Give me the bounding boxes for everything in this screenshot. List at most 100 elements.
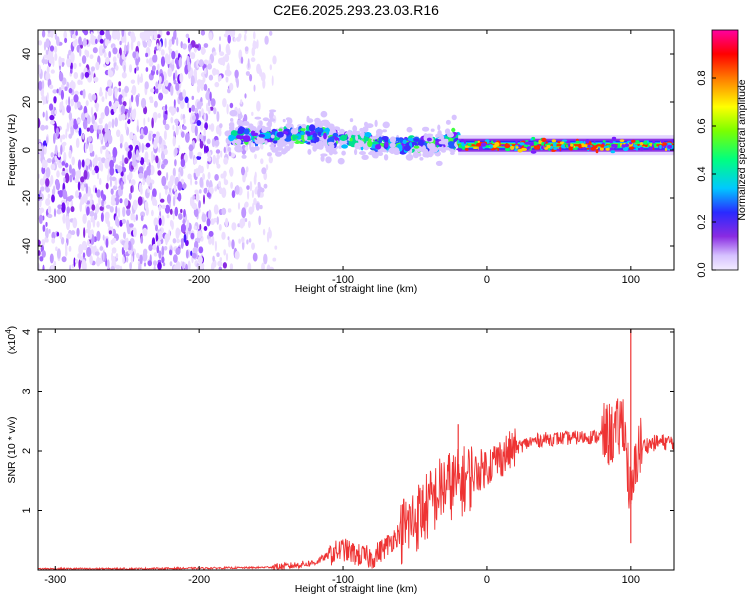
heatmap-cell [212, 67, 217, 76]
heatmap-cell [117, 207, 121, 218]
heatmap-cell [160, 56, 166, 67]
heatmap-cell [153, 265, 156, 270]
heatmap-cell [41, 166, 46, 175]
heatmap-cell [74, 90, 79, 96]
heatmap-cell [253, 31, 256, 40]
heatmap-cell [99, 206, 104, 211]
heatmap-cell [53, 260, 57, 268]
heatmap-cell [221, 56, 226, 66]
heatmap-cell [253, 197, 257, 206]
heatmap-cell [54, 32, 58, 40]
heatmap-cell [54, 155, 58, 161]
heatmap-cell [218, 129, 222, 137]
y-tick-label: 4 [21, 329, 33, 335]
heatmap-cell [163, 113, 168, 121]
heatmap-cell [49, 253, 54, 264]
heatmap-cell [104, 105, 110, 117]
heatmap-cell [86, 127, 90, 132]
heatmap-cell [249, 126, 257, 132]
heatmap-cell [163, 185, 169, 190]
heatmap-cell [572, 147, 578, 150]
heatmap-cell [371, 135, 379, 140]
heatmap-cell [153, 30, 158, 40]
heatmap-cell [124, 157, 129, 165]
heatmap-cell [73, 62, 77, 70]
heatmap-cell [256, 100, 261, 112]
heatmap-cell [143, 248, 148, 256]
heatmap-cell [437, 124, 441, 131]
heatmap-cell [76, 227, 80, 237]
heatmap-cell [220, 173, 225, 179]
heatmap-cell [46, 92, 49, 101]
heatmap-cell [115, 253, 119, 259]
heatmap-cell [150, 88, 155, 93]
heatmap-cell [249, 181, 253, 192]
heatmap-cell [261, 73, 265, 80]
snr-y-axis-label: SNR (10 * v/v) [6, 416, 18, 483]
heatmap-cell [55, 246, 58, 252]
heatmap-cell [349, 137, 353, 142]
heatmap-cell [157, 262, 162, 270]
heatmap-cell [169, 249, 173, 256]
heatmap-cell [157, 170, 162, 176]
heatmap-cell [146, 165, 151, 177]
heatmap-cell [374, 119, 378, 127]
heatmap-cell [108, 100, 112, 107]
heatmap-cell [157, 161, 161, 169]
heatmap-cell [51, 231, 56, 240]
heatmap-cell [98, 117, 103, 125]
heatmap-cell [56, 88, 59, 94]
heatmap-cell [82, 213, 87, 224]
heatmap-cell [203, 194, 205, 205]
heatmap-cell [156, 239, 161, 247]
heatmap-cell [60, 237, 65, 245]
heatmap-cell [227, 236, 230, 241]
heatmap-cell [145, 205, 149, 216]
heatmap-cell [108, 51, 112, 58]
heatmap-cell [611, 136, 617, 141]
heatmap-cell [50, 30, 54, 39]
heatmap-cell [526, 146, 531, 150]
heatmap-cell [430, 128, 435, 132]
heatmap-cell [212, 51, 217, 56]
heatmap-cell [41, 250, 46, 258]
heatmap-cell [81, 259, 87, 270]
heatmap-cell [188, 144, 194, 152]
heatmap-cell [152, 54, 157, 63]
heatmap-cell [112, 147, 118, 158]
heatmap-cell [136, 125, 139, 133]
heatmap-cell [231, 190, 236, 199]
heatmap-cell [103, 51, 107, 58]
heatmap-cell [184, 96, 189, 104]
heatmap-cell [171, 220, 174, 230]
heatmap-cell [649, 147, 653, 151]
heatmap-cell [74, 102, 78, 110]
heatmap-cell [97, 172, 100, 180]
heatmap-cell [114, 117, 118, 127]
heatmap-cell [179, 72, 184, 83]
heatmap-cell [116, 30, 121, 41]
heatmap-cell [199, 223, 202, 231]
heatmap-cell [206, 218, 211, 227]
heatmap-cell [305, 125, 310, 131]
heatmap-cell [45, 221, 48, 227]
heatmap-cell [671, 139, 674, 143]
heatmap-cell [203, 59, 209, 65]
heatmap-cell [260, 187, 265, 193]
heatmap-cell [403, 144, 411, 152]
heatmap-cell [178, 57, 182, 68]
heatmap-cell [70, 51, 75, 63]
heatmap-cell [565, 140, 571, 144]
heatmap-cell [118, 113, 123, 122]
heatmap-cell [107, 87, 113, 97]
heatmap-cell [50, 152, 54, 158]
heatmap-cell [148, 244, 153, 252]
heatmap-cell [86, 239, 90, 246]
heatmap-cell [87, 226, 91, 237]
heatmap-cell [231, 239, 235, 250]
heatmap-cell [243, 128, 250, 135]
colorbar: 0.0 0.2 0.4 0.6 0.8 Normalized spectral ampl… [696, 29, 748, 278]
heatmap-cell [263, 183, 268, 189]
heatmap-cell [456, 148, 461, 151]
